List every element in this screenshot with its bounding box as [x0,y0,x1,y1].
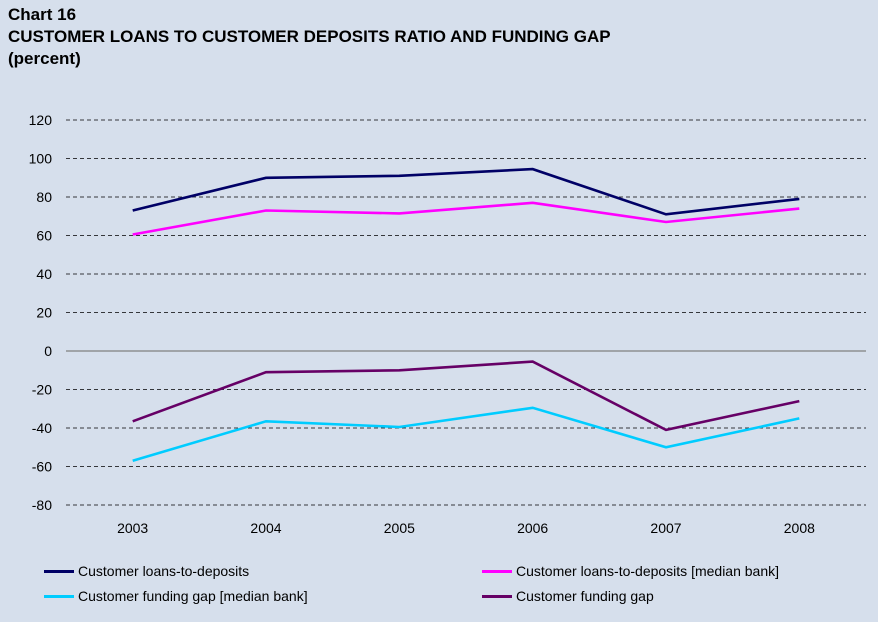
chart-subtitle: (percent) [8,49,81,68]
x-tick-label: 2005 [384,520,415,536]
x-tick-label: 2004 [250,520,281,536]
y-tick-label: 80 [36,189,52,205]
series-line-1 [132,167,800,216]
series-layer [132,167,800,462]
chart-header: Chart 16 CUSTOMER LOANS TO CUSTOMER DEPO… [8,4,611,70]
y-tick-label: 100 [29,151,53,167]
x-tick-label: 2006 [517,520,548,536]
y-tick-label: -20 [32,382,52,398]
chart-label: Chart 16 [8,5,77,24]
y-tick-label: -80 [32,497,52,513]
y-tick-label: -60 [32,459,52,475]
grid-layer [66,119,866,506]
x-tick-label: 2007 [650,520,681,536]
axis-layer: 120 100 80 60 40 20 0 -20 -40 -60 -80 2003 2004 2005 2… [29,112,815,536]
series-line-4 [132,360,800,432]
x-tick-label: 2003 [117,520,148,536]
x-tick-label: 2008 [784,520,815,536]
y-tick-label: 60 [36,228,52,244]
y-tick-label: -40 [32,420,52,436]
y-tick-label: 120 [29,112,53,128]
series-line-3 [132,406,800,462]
y-tick-label: 20 [36,305,52,321]
y-tick-label: 0 [44,343,52,359]
series-line-2 [132,201,800,236]
y-tick-label: 40 [36,266,52,282]
chart-title: CUSTOMER LOANS TO CUSTOMER DEPOSITS RATI… [8,27,611,46]
